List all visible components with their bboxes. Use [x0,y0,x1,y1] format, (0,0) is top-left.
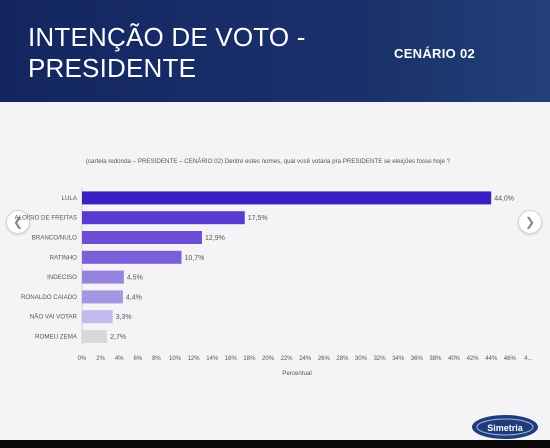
x-tick-label: 26% [318,356,331,362]
category-label: RONALDO CAIADO [21,294,77,301]
x-tick-label: 6% [133,356,142,362]
scenario-panel [366,0,550,102]
simetria-logo: Simetria [472,415,538,439]
x-tick-label: 30% [355,356,368,362]
chevron-right-icon[interactable]: ❯ [518,210,542,234]
x-tick-label: 2% [96,356,105,362]
category-label: INDECISO [47,274,77,281]
bar-2 [82,211,245,225]
x-tick-label: 10% [169,356,182,362]
x-tick-label: 46% [504,356,517,362]
value-label: 2,7% [110,334,126,341]
x-tick-label: 32% [374,356,387,362]
header-banner: INTENÇÃO DE VOTO - PRESIDENTE CENÁRIO 02 [0,0,550,102]
bar-1 [82,191,492,205]
chevron-left-icon[interactable]: ❮ [6,210,30,234]
value-label: 12,9% [205,235,225,242]
value-label: 44,0% [494,195,514,202]
bar-7 [82,310,113,324]
title-line-1: INTENÇÃO DE VOTO - [28,22,306,52]
bar-6 [82,290,123,304]
category-label: ROMEU ZEMA [35,334,78,341]
category-label: RATINHO [50,254,78,261]
x-tick-label: 0% [78,356,87,362]
chart-title: (cartela redonda – PRESIDENTE – CENÁRIO … [86,158,451,165]
value-label: 17,5% [248,215,268,222]
x-tick-label: 8% [152,356,161,362]
x-tick-label: 36% [411,356,424,362]
logo-text: Simetria [487,423,524,433]
x-tick-label: 4... [524,356,533,362]
bar-3 [82,231,202,244]
x-tick-label: 12% [188,356,201,362]
value-label: 3,3% [116,314,132,321]
bar-8 [82,330,108,343]
x-tick-label: 34% [392,356,405,362]
x-axis-label: Percentual [282,370,312,377]
value-label: 4,5% [127,275,143,282]
x-tick-label: 20% [262,356,275,362]
bar-4 [82,250,182,264]
title-line-2: PRESIDENTE [28,53,197,83]
x-tick-label: 14% [206,356,219,362]
bar-5 [82,270,124,284]
x-tick-label: 4% [115,356,124,362]
scenario-label: CENÁRIO 02 [394,46,476,61]
x-tick-label: 22% [281,356,294,362]
x-tick-label: 44% [485,356,498,362]
x-tick-label: 28% [336,356,349,362]
value-label: 10,7% [185,255,205,262]
x-tick-label: 16% [225,356,238,362]
x-tick-label: 38% [429,356,442,362]
x-tick-label: 24% [299,356,312,362]
category-label: NÃO VAI VOTAR [30,314,78,321]
value-label: 4,4% [126,294,142,301]
x-tick-label: 18% [243,356,256,362]
x-tick-label: 42% [467,356,480,362]
category-label: BRANCO/NULO [32,235,78,242]
x-tick-label: 40% [448,356,461,362]
footer-bar [0,440,550,448]
page-title: INTENÇÃO DE VOTO - PRESIDENTE [28,22,306,84]
category-label: LULA [62,195,78,202]
